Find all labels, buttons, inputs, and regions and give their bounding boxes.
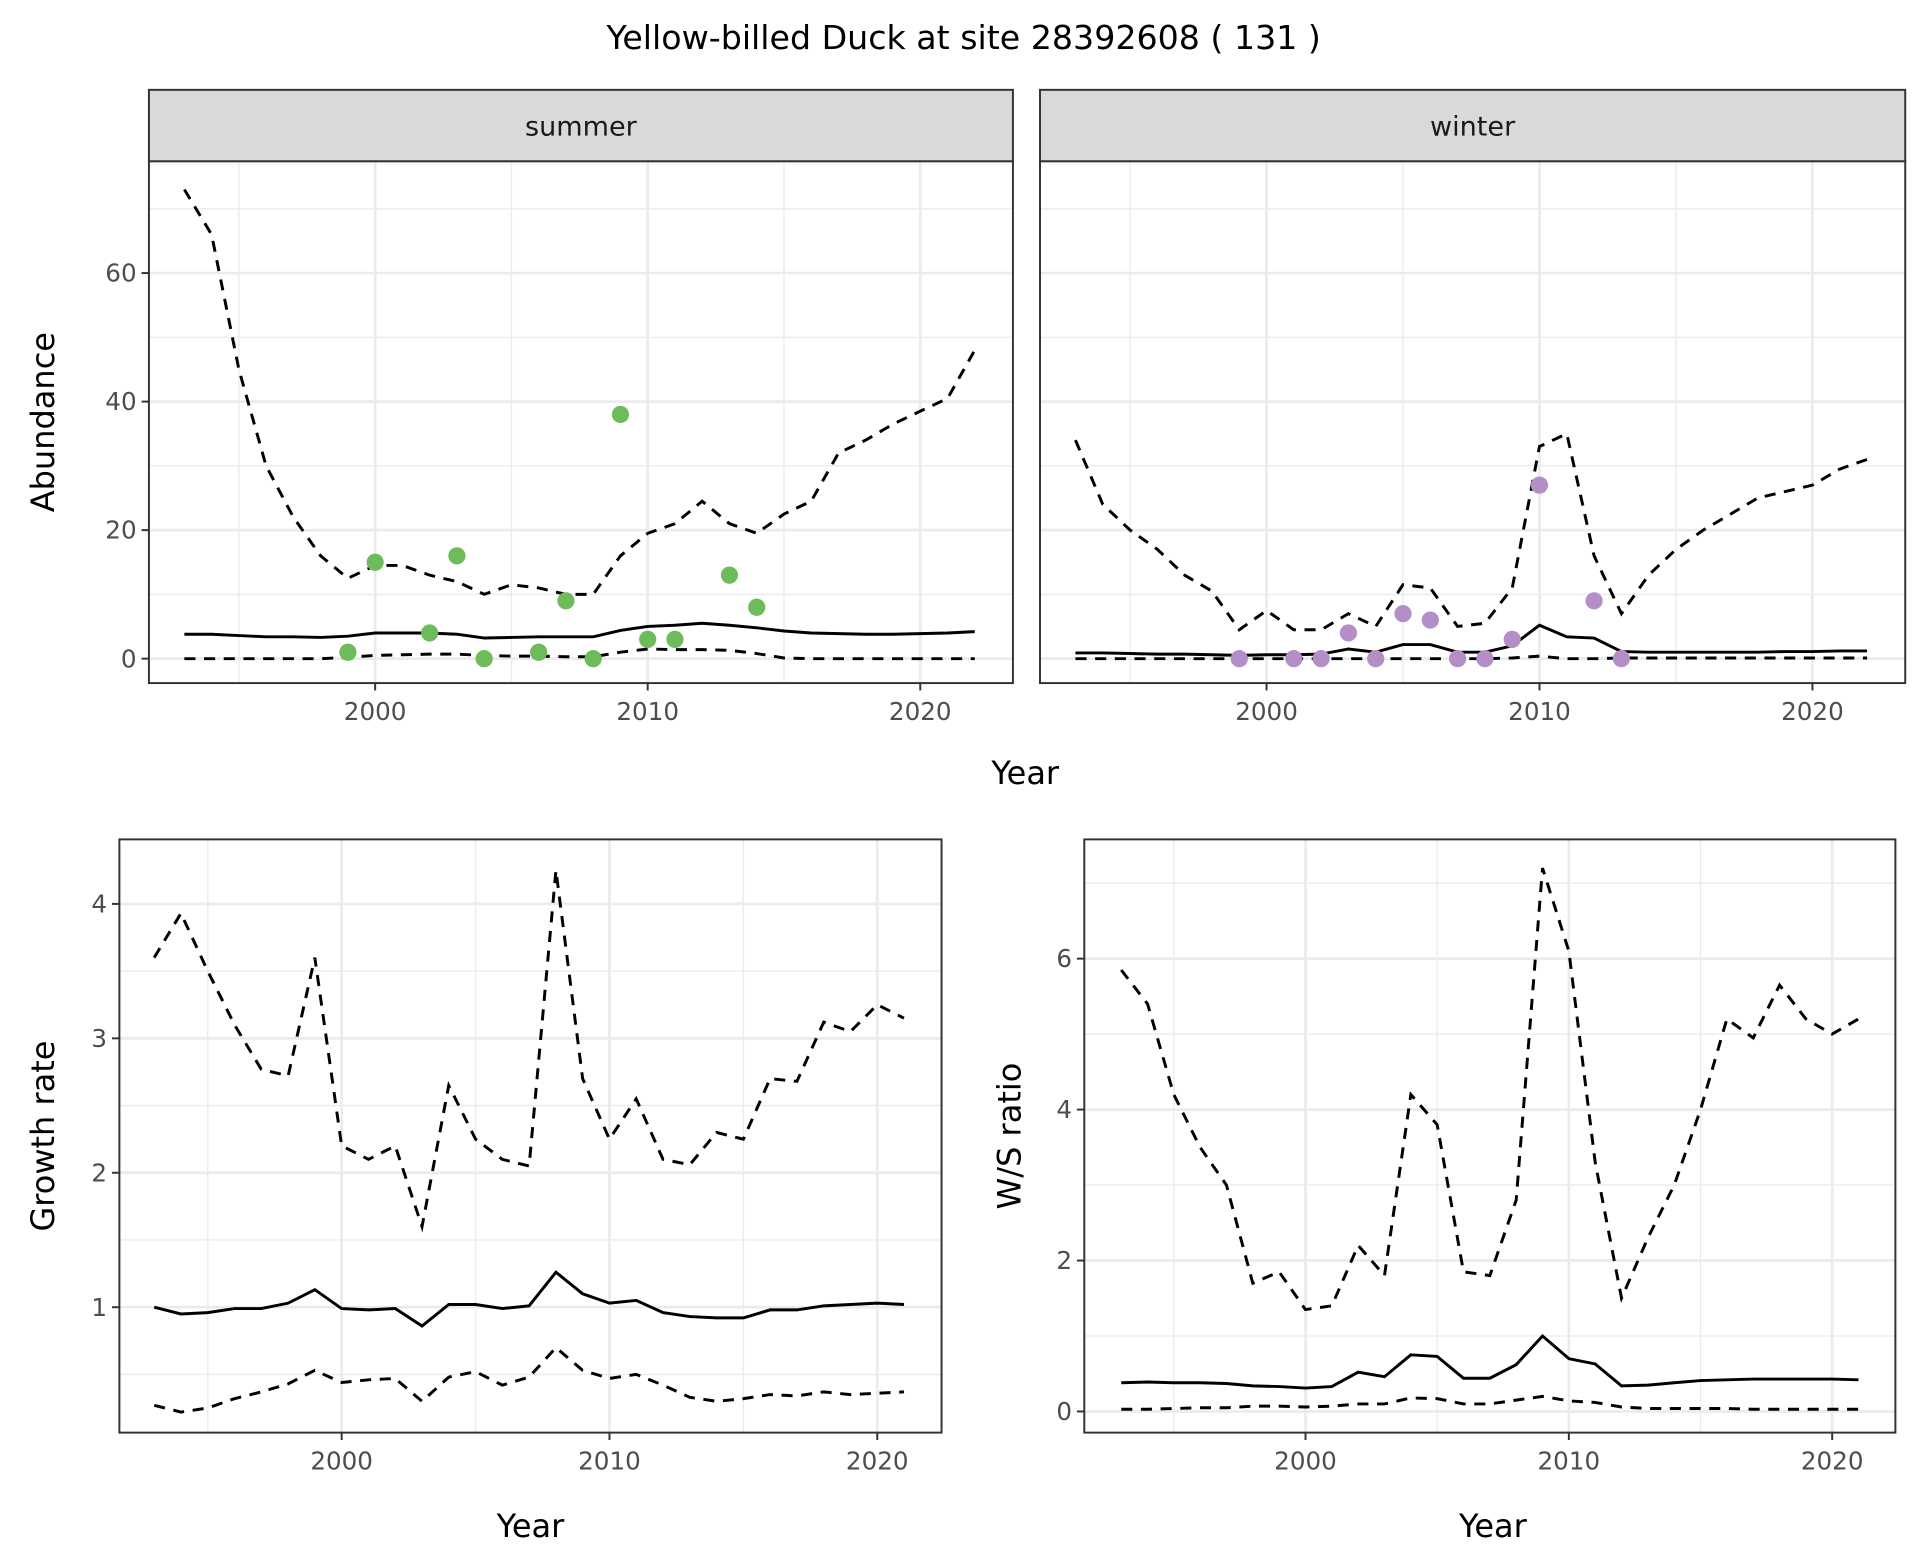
observed-count-point <box>666 630 684 648</box>
observed-count-point <box>611 405 630 424</box>
lower-bound-line <box>1075 654 1868 661</box>
mean-line <box>153 1270 905 1328</box>
y-tick-label: 6 <box>1056 944 1072 973</box>
observed-count-point <box>1448 650 1467 668</box>
mean-line <box>184 621 975 640</box>
facet-strip-label: summer <box>525 111 638 142</box>
mean-line <box>1075 623 1868 657</box>
y-tick-label: 2 <box>91 1158 107 1187</box>
observed-count-point <box>639 630 657 648</box>
observed-count-point <box>366 553 384 571</box>
x-tick-label: 2020 <box>889 697 952 726</box>
x-tick-label: 2000 <box>1274 1447 1337 1476</box>
observed-count-point <box>339 643 357 661</box>
y-tick-label: 1 <box>91 1293 107 1322</box>
x-tick-label: 2000 <box>1235 697 1298 726</box>
panel-winter: winter 2000 2010 2020 <box>1039 88 1907 726</box>
x-tick-label: 2020 <box>1781 697 1844 726</box>
upper-bound-line <box>152 870 905 1233</box>
x-axis-label: Year <box>1458 1507 1528 1545</box>
observed-count-point <box>1285 650 1303 668</box>
observed-count-point <box>421 624 439 642</box>
facet-strip-label: winter <box>1430 111 1516 142</box>
y-axis-label: W/S ratio <box>990 1063 1028 1210</box>
y-tick-label: 60 <box>105 259 136 288</box>
x-tick-label: 2010 <box>616 697 679 726</box>
x-tick-label: 2020 <box>1801 1447 1864 1476</box>
y-tick-label: 4 <box>1056 1095 1072 1124</box>
y-tick-label: 4 <box>91 890 107 919</box>
facet-strip <box>1039 88 1907 163</box>
x-tick-label: 2010 <box>1538 1447 1601 1476</box>
x-tick-label: 2010 <box>1508 697 1571 726</box>
upper-bound-line <box>183 188 977 596</box>
observed-count-point <box>1367 650 1385 668</box>
observed-count-point <box>1585 592 1603 610</box>
y-tick-label: 0 <box>121 644 137 673</box>
x-tick-label: 2000 <box>344 697 407 726</box>
plot-background <box>1084 839 1896 1433</box>
observed-count-point <box>1394 605 1412 623</box>
panel-growth: 2000 2010 2020 1 2 3 4 Growth rate Year <box>24 838 943 1545</box>
observed-count-point <box>1312 650 1330 668</box>
observed-count-point <box>1503 630 1521 648</box>
plot-background <box>1040 161 1906 684</box>
observed-count-point <box>720 566 739 584</box>
y-axis-label: Abundance <box>24 332 62 512</box>
plot-background <box>148 161 1013 684</box>
lower-bound-line <box>1121 1394 1859 1411</box>
facet-strip <box>147 88 1014 163</box>
observed-count-point <box>448 547 466 565</box>
x-tick-label: 2020 <box>846 1447 909 1476</box>
upper-bound-line <box>1074 431 1868 632</box>
panel-border <box>1083 838 1897 1434</box>
y-tick-label: 3 <box>91 1024 107 1053</box>
upper-bound-line <box>1120 867 1860 1312</box>
observed-count-point <box>475 650 493 668</box>
shared-x-axis-label: Year <box>990 754 1060 792</box>
lower-bound-line <box>184 647 975 661</box>
observed-count-point <box>1421 611 1439 629</box>
x-tick-label: 2010 <box>578 1447 641 1476</box>
y-tick-label: 2 <box>1056 1246 1072 1275</box>
y-tick-label: 40 <box>105 387 136 416</box>
y-axis-label: Growth rate <box>24 1041 62 1232</box>
mean-line <box>1121 1333 1859 1390</box>
observed-count-point <box>1530 476 1549 494</box>
observed-count-point <box>557 592 575 610</box>
x-tick-label: 2000 <box>310 1447 373 1476</box>
y-tick-label: 0 <box>1056 1397 1072 1426</box>
observed-count-point <box>584 650 602 668</box>
observed-count-point <box>530 643 548 661</box>
observed-count-point <box>1476 650 1494 668</box>
chart-title: Yellow-billed Duck at site 28392608 ( 13… <box>605 18 1320 57</box>
observed-count-point <box>1612 650 1630 668</box>
observed-count-point <box>1230 650 1248 668</box>
y-tick-label: 20 <box>105 516 136 545</box>
observed-count-point <box>1339 624 1358 642</box>
observed-count-point <box>748 598 766 616</box>
panel-ratio: 2000 2010 2020 0 2 4 6 W/S ratio Year <box>990 838 1897 1545</box>
panel-summer: summer 2000 2010 2020 0 20 40 60 Abundance <box>24 88 1014 726</box>
panel-border <box>118 838 943 1434</box>
x-axis-label: Year <box>496 1507 566 1545</box>
